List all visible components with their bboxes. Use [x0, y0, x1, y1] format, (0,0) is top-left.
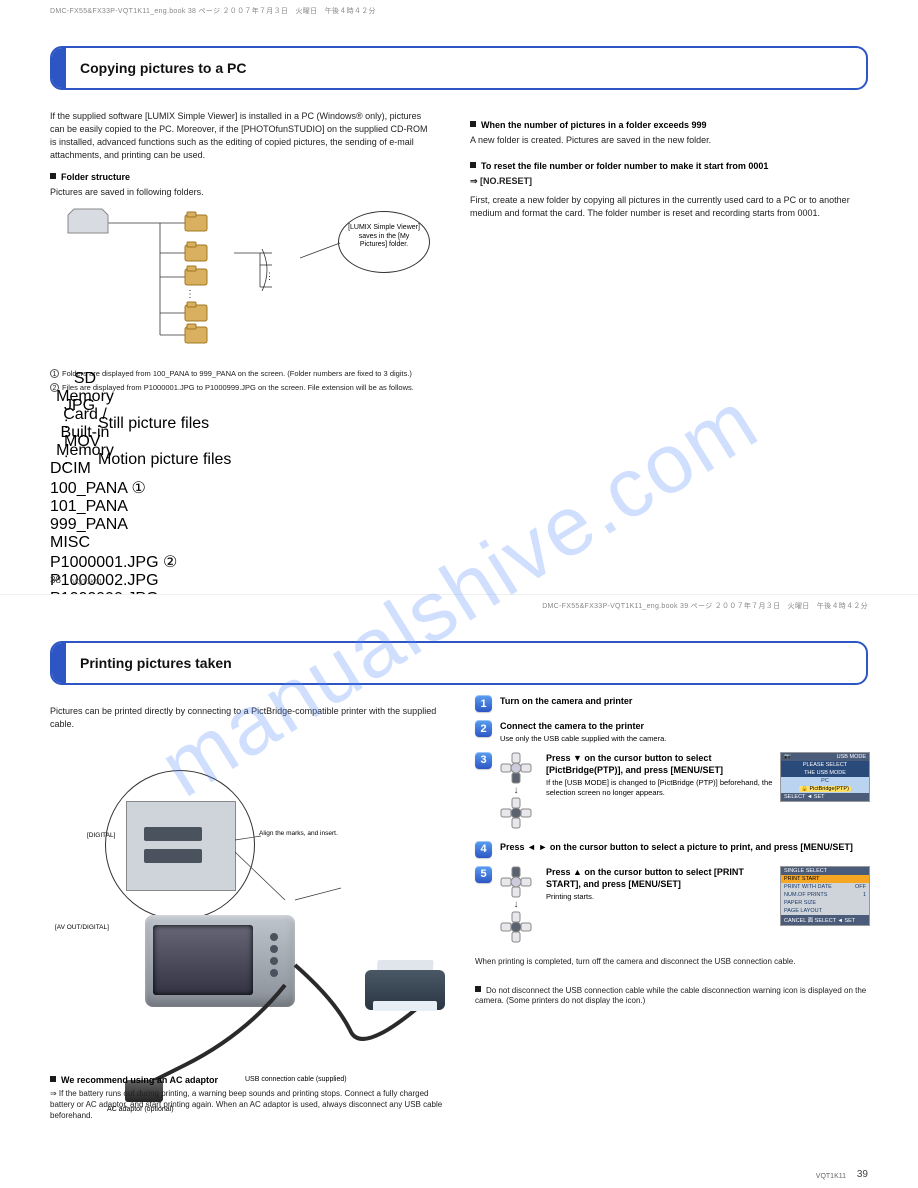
step-1: 1 Turn on the camera and printer: [475, 695, 870, 712]
sd-card-icon: [68, 209, 108, 233]
step-4: 4 Press ◄ ► on the cursor button to sele…: [475, 841, 870, 858]
connection-diagram: [DIGITAL] [AV OUT/DIGITAL] Align the mar…: [35, 770, 465, 1050]
subhead-reset: To reset the file number or folder numbe…: [481, 161, 768, 171]
tip-heading: We recommend using an AC adaptor: [61, 1075, 218, 1085]
tip-block: We recommend using an AC adaptor ⇒ If th…: [50, 1065, 450, 1125]
step-badge-1: 1: [475, 695, 492, 712]
step-3-body: If the [USB MODE] is changed to [PictBri…: [546, 778, 774, 798]
footer-code: VQT1K11: [816, 1173, 846, 1180]
intro-paragraph: If the supplied software [LUMIX Simple V…: [50, 110, 430, 162]
step-2: 2 Connect the camera to the printer Use o…: [475, 720, 870, 744]
tree-folder-3: 999_PANA: [50, 516, 430, 534]
step-badge-3: 3: [475, 752, 492, 769]
reset-body: First, create a new folder by copying al…: [470, 194, 868, 220]
tree-file-2: P1000002.JPG: [50, 572, 430, 590]
step-badge-5: 5: [475, 866, 492, 883]
step-4-lead: Press ◄ ► on the cursor button to select…: [500, 841, 870, 853]
bullet-icon: [50, 1076, 56, 1082]
step-1-text: Turn on the camera and printer: [500, 695, 870, 707]
steps-column: 1 Turn on the camera and printer 2 Conne…: [475, 695, 870, 1011]
tree-file-1: P1000001.JPG ②: [50, 552, 430, 572]
folder-tree: ⋮ ⋮ SD Memory Card / Built-in Memory DCI…: [50, 205, 430, 365]
down-arrow-icon: ↓: [500, 899, 532, 910]
dpad-icon: [500, 911, 532, 943]
step-3: 3 ↓ Press ▼ on the cursor button to sele…: [475, 752, 870, 829]
post-print-note: When printing is completed, turn off the…: [475, 957, 870, 968]
disconnect-warning: Do not disconnect the USB connection cab…: [475, 986, 870, 1008]
right-column: When the number of pictures in a folder …: [470, 110, 868, 226]
folder-icons: [185, 212, 207, 343]
printer-icon: [365, 960, 445, 1015]
page-number: 38: [50, 575, 61, 586]
step-badge-4: 4: [475, 841, 492, 858]
page-38: DMC-FX55&FX33P-VQT1K11_eng.book 38 ページ ２…: [0, 0, 918, 594]
section-title: Printing pictures taken: [66, 655, 246, 671]
section-title-bar: Copying pictures to a PC: [50, 46, 868, 90]
section-title: Copying pictures to a PC: [66, 60, 260, 76]
subhead-folder-structure: Folder structure: [61, 172, 130, 182]
left-column: If the supplied software [LUMIX Simple V…: [50, 110, 430, 469]
page-39: DMC-FX55&FX33P-VQT1K11_eng.book 39 ページ ２…: [0, 594, 918, 1188]
intro-paragraph: Pictures can be printed directly by conn…: [50, 705, 450, 731]
step-2-lead: Connect the camera to the printer: [500, 720, 870, 732]
footer-code: VQT1K11: [72, 579, 102, 586]
running-header: DMC-FX55&FX33P-VQT1K11_eng.book 38 ページ ２…: [50, 6, 376, 16]
title-tab: [52, 48, 66, 88]
svg-text:⋮: ⋮: [185, 289, 195, 300]
step-3-lead: Press ▼ on the cursor button to select […: [546, 752, 774, 776]
step-5: 5 ↓ Press ▲ on the cursor button to sele…: [475, 866, 870, 943]
lcd-usb-mode: 📷USB MODE PLEASE SELECT THE USB MODE PC …: [780, 752, 870, 802]
tree-misc: MISC: [50, 534, 430, 552]
step-5-lead: Press ▲ on the cursor button to select […: [546, 866, 774, 890]
port-avout-label: [AV OUT/DIGITAL]: [55, 924, 110, 931]
overflow-body: A new folder is created. Pictures are sa…: [470, 134, 868, 147]
bullet-icon: [470, 121, 476, 127]
bullet-icon: [470, 162, 476, 168]
dpad-icon: [500, 866, 532, 898]
lcd-print-menu: SINGLE SELECT PRINT START PRINT WITH DAT…: [780, 866, 870, 926]
tree-root-label: SD Memory Card / Built-in Memory: [50, 370, 120, 460]
reset-ref: ⇒ [NO.RESET]: [470, 175, 868, 188]
port-digital-label: [DIGITAL]: [87, 832, 115, 839]
dpad-icon: [500, 797, 532, 829]
left-column: Pictures can be printed directly by conn…: [50, 705, 450, 737]
bullet-icon: [475, 986, 481, 992]
down-arrow-icon: ↓: [500, 785, 532, 796]
bullet-icon: [50, 173, 56, 179]
step-badge-2: 2: [475, 720, 492, 737]
section-title-bar: Printing pictures taken: [50, 641, 868, 685]
running-header: DMC-FX55&FX33P-VQT1K11_eng.book 39 ページ ２…: [542, 601, 868, 611]
step-5-body: Printing starts.: [546, 892, 774, 902]
tree-folder-1: 100_PANA ①: [50, 478, 430, 498]
tip-body: ⇒ If the battery runs out during printin…: [50, 1089, 450, 1121]
step-2-body: Use only the USB cable supplied with the…: [500, 734, 870, 744]
title-tab: [52, 643, 66, 683]
tree-dcim: DCIM: [50, 460, 430, 478]
subhead-body: Pictures are saved in following folders.: [50, 186, 430, 199]
port-detail-circle: [105, 770, 255, 920]
tree-balloon: [LUMIX Simple Viewer] saves in the [My P…: [338, 211, 430, 273]
page-number: 39: [857, 1169, 868, 1180]
tree-folder-2: 101_PANA: [50, 498, 430, 516]
dpad-icon: [500, 752, 532, 784]
subhead-overflow: When the number of pictures in a folder …: [481, 120, 707, 130]
